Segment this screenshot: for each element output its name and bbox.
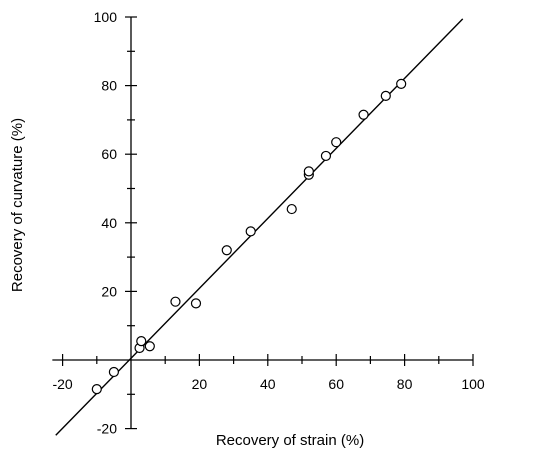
fit-line-group [55,18,464,436]
data-point [245,226,256,237]
data-point [286,203,297,215]
data-points [91,78,407,395]
data-point [358,109,369,120]
data-point [108,366,120,378]
y-tick-label: 40 [101,215,117,231]
x-tick-label: -20 [52,376,72,392]
x-tick-label: 100 [461,376,485,392]
x-tick-label: 40 [260,376,276,392]
y-tick-label: 80 [101,78,117,94]
axes [52,16,474,430]
data-point [144,341,155,352]
y-tick-label: -20 [97,421,117,437]
fit-line [55,18,464,436]
y-tick-label: 20 [101,283,117,299]
x-tick-label: 20 [192,376,208,392]
y-axis-title: Recovery of curvature (%) [9,118,26,292]
tick-labels: -20 20 40 60 80 100 -20 20 40 60 80 100 [52,9,484,437]
data-point [331,137,342,148]
data-point [396,78,407,89]
x-tick-label: 80 [397,376,413,392]
y-tick-label: 60 [101,146,117,162]
data-point [190,298,202,309]
x-tick-label: 60 [328,376,344,392]
data-point [170,296,181,307]
y-tick-label: 100 [94,9,118,25]
x-axis-title: Recovery of strain (%) [216,432,364,449]
data-point [91,384,102,395]
data-point [380,90,391,101]
data-point [303,166,314,177]
data-point [320,150,332,162]
data-point [136,336,147,347]
data-point [221,245,232,256]
